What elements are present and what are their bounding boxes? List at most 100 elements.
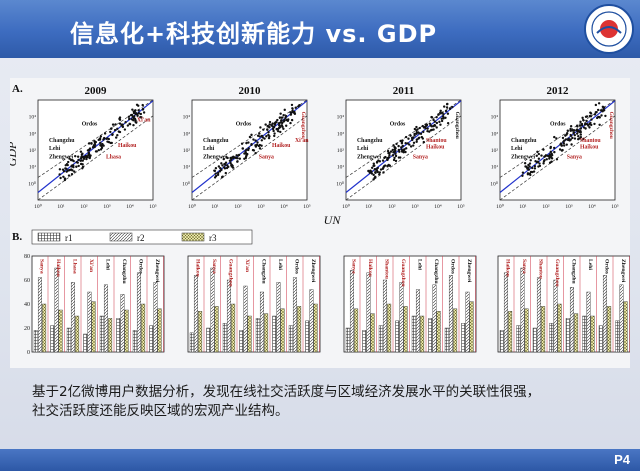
data-point bbox=[575, 124, 579, 127]
x-tick-label: 10⁰ bbox=[496, 203, 505, 210]
data-point bbox=[395, 142, 398, 146]
data-point bbox=[267, 136, 271, 140]
data-point bbox=[218, 170, 222, 173]
x-tick-label: 10¹ bbox=[211, 204, 219, 210]
data-point bbox=[565, 143, 568, 146]
data-point bbox=[224, 171, 228, 175]
data-point bbox=[67, 174, 71, 177]
data-point bbox=[82, 157, 86, 160]
panel-a-label: A. bbox=[12, 83, 23, 95]
category-label: Shantou bbox=[537, 259, 543, 279]
x-tick-label: 10⁵ bbox=[457, 204, 465, 210]
bar-r3 bbox=[370, 313, 375, 353]
bar-r1 bbox=[378, 325, 383, 353]
data-point bbox=[68, 157, 71, 160]
data-point bbox=[130, 113, 134, 117]
data-point bbox=[258, 132, 261, 135]
city-label: Changzhu bbox=[511, 138, 537, 144]
data-point bbox=[63, 177, 67, 180]
data-point bbox=[435, 126, 438, 129]
data-point bbox=[411, 136, 415, 139]
data-point bbox=[375, 169, 379, 172]
bar-r3 bbox=[42, 303, 47, 353]
data-point bbox=[58, 173, 61, 176]
city-label: Zhengwei bbox=[511, 155, 536, 161]
legend-swatch-r2 bbox=[109, 232, 133, 242]
data-point bbox=[571, 136, 574, 140]
data-point bbox=[579, 130, 582, 134]
data-point bbox=[279, 121, 283, 124]
subplot-title: 2010 bbox=[239, 85, 262, 97]
data-point bbox=[370, 172, 374, 175]
data-point bbox=[381, 167, 385, 171]
bar-r2 bbox=[292, 277, 297, 353]
x-tick-label: 10⁴ bbox=[126, 204, 134, 210]
data-point bbox=[542, 160, 546, 163]
data-point bbox=[284, 124, 288, 127]
data-point bbox=[280, 124, 283, 127]
data-point bbox=[116, 127, 119, 131]
subplot-title: 2011 bbox=[393, 85, 414, 97]
legend-swatch-r1 bbox=[37, 232, 61, 242]
data-point bbox=[585, 115, 589, 118]
city-label: Zhengwei bbox=[203, 155, 228, 161]
data-point bbox=[570, 143, 573, 146]
city-label: Shantou bbox=[580, 138, 601, 144]
data-point bbox=[400, 150, 404, 153]
data-point bbox=[421, 124, 424, 128]
plot-frame bbox=[37, 99, 154, 201]
data-point bbox=[590, 118, 593, 121]
data-point bbox=[561, 136, 565, 140]
data-point bbox=[230, 165, 233, 168]
data-point bbox=[132, 123, 135, 127]
data-point bbox=[243, 152, 246, 155]
data-point bbox=[400, 148, 404, 151]
data-point bbox=[384, 155, 387, 159]
bar-r1 bbox=[222, 322, 227, 353]
bar-r3 bbox=[623, 301, 628, 353]
data-point bbox=[134, 109, 137, 112]
y-tick-label: 10¹ bbox=[491, 165, 499, 171]
category-label: Ordos bbox=[603, 259, 609, 275]
data-point bbox=[139, 116, 142, 119]
data-point bbox=[137, 104, 140, 107]
data-point bbox=[524, 165, 527, 168]
data-point bbox=[415, 132, 418, 135]
data-point bbox=[448, 107, 452, 111]
bar-r2 bbox=[309, 289, 314, 353]
bar-r1 bbox=[50, 325, 55, 353]
data-point bbox=[444, 109, 448, 113]
bar-r2 bbox=[553, 279, 558, 353]
data-point bbox=[77, 164, 80, 168]
data-point bbox=[265, 135, 268, 138]
data-point bbox=[224, 161, 228, 164]
data-point bbox=[545, 158, 548, 161]
city-label: Ordos bbox=[236, 121, 252, 127]
category-label: Haikou bbox=[194, 259, 200, 277]
data-point bbox=[406, 142, 409, 145]
bar-r1 bbox=[549, 322, 554, 353]
data-point bbox=[244, 155, 248, 158]
y-tick-label: 10⁰ bbox=[28, 180, 37, 187]
data-point bbox=[430, 116, 434, 119]
data-point bbox=[250, 143, 253, 147]
data-point bbox=[560, 149, 564, 152]
data-point bbox=[368, 171, 372, 174]
data-point bbox=[569, 125, 573, 128]
bar-r3 bbox=[157, 308, 162, 353]
data-point bbox=[91, 146, 95, 149]
data-point bbox=[76, 155, 80, 158]
x-tick-label: 10⁴ bbox=[588, 204, 596, 210]
data-point bbox=[59, 176, 62, 180]
category-label: Zhengwei bbox=[620, 259, 626, 283]
data-point bbox=[252, 138, 255, 141]
bar-r1 bbox=[532, 327, 537, 353]
data-point bbox=[252, 149, 256, 152]
lower-bound-line bbox=[191, 115, 308, 201]
lower-bound-line bbox=[345, 115, 462, 201]
y-tick-label: 10⁴ bbox=[491, 115, 499, 121]
y-tick-label: 0 bbox=[27, 350, 30, 356]
data-point bbox=[400, 146, 403, 149]
scatter-subplot-2011: 2011 10⁰ 10¹ 10² 10³ 10⁴ 10⁵ 10⁰ 10¹ 10² 10³ 10⁴ Ord… bbox=[336, 85, 465, 210]
data-point bbox=[127, 115, 131, 118]
